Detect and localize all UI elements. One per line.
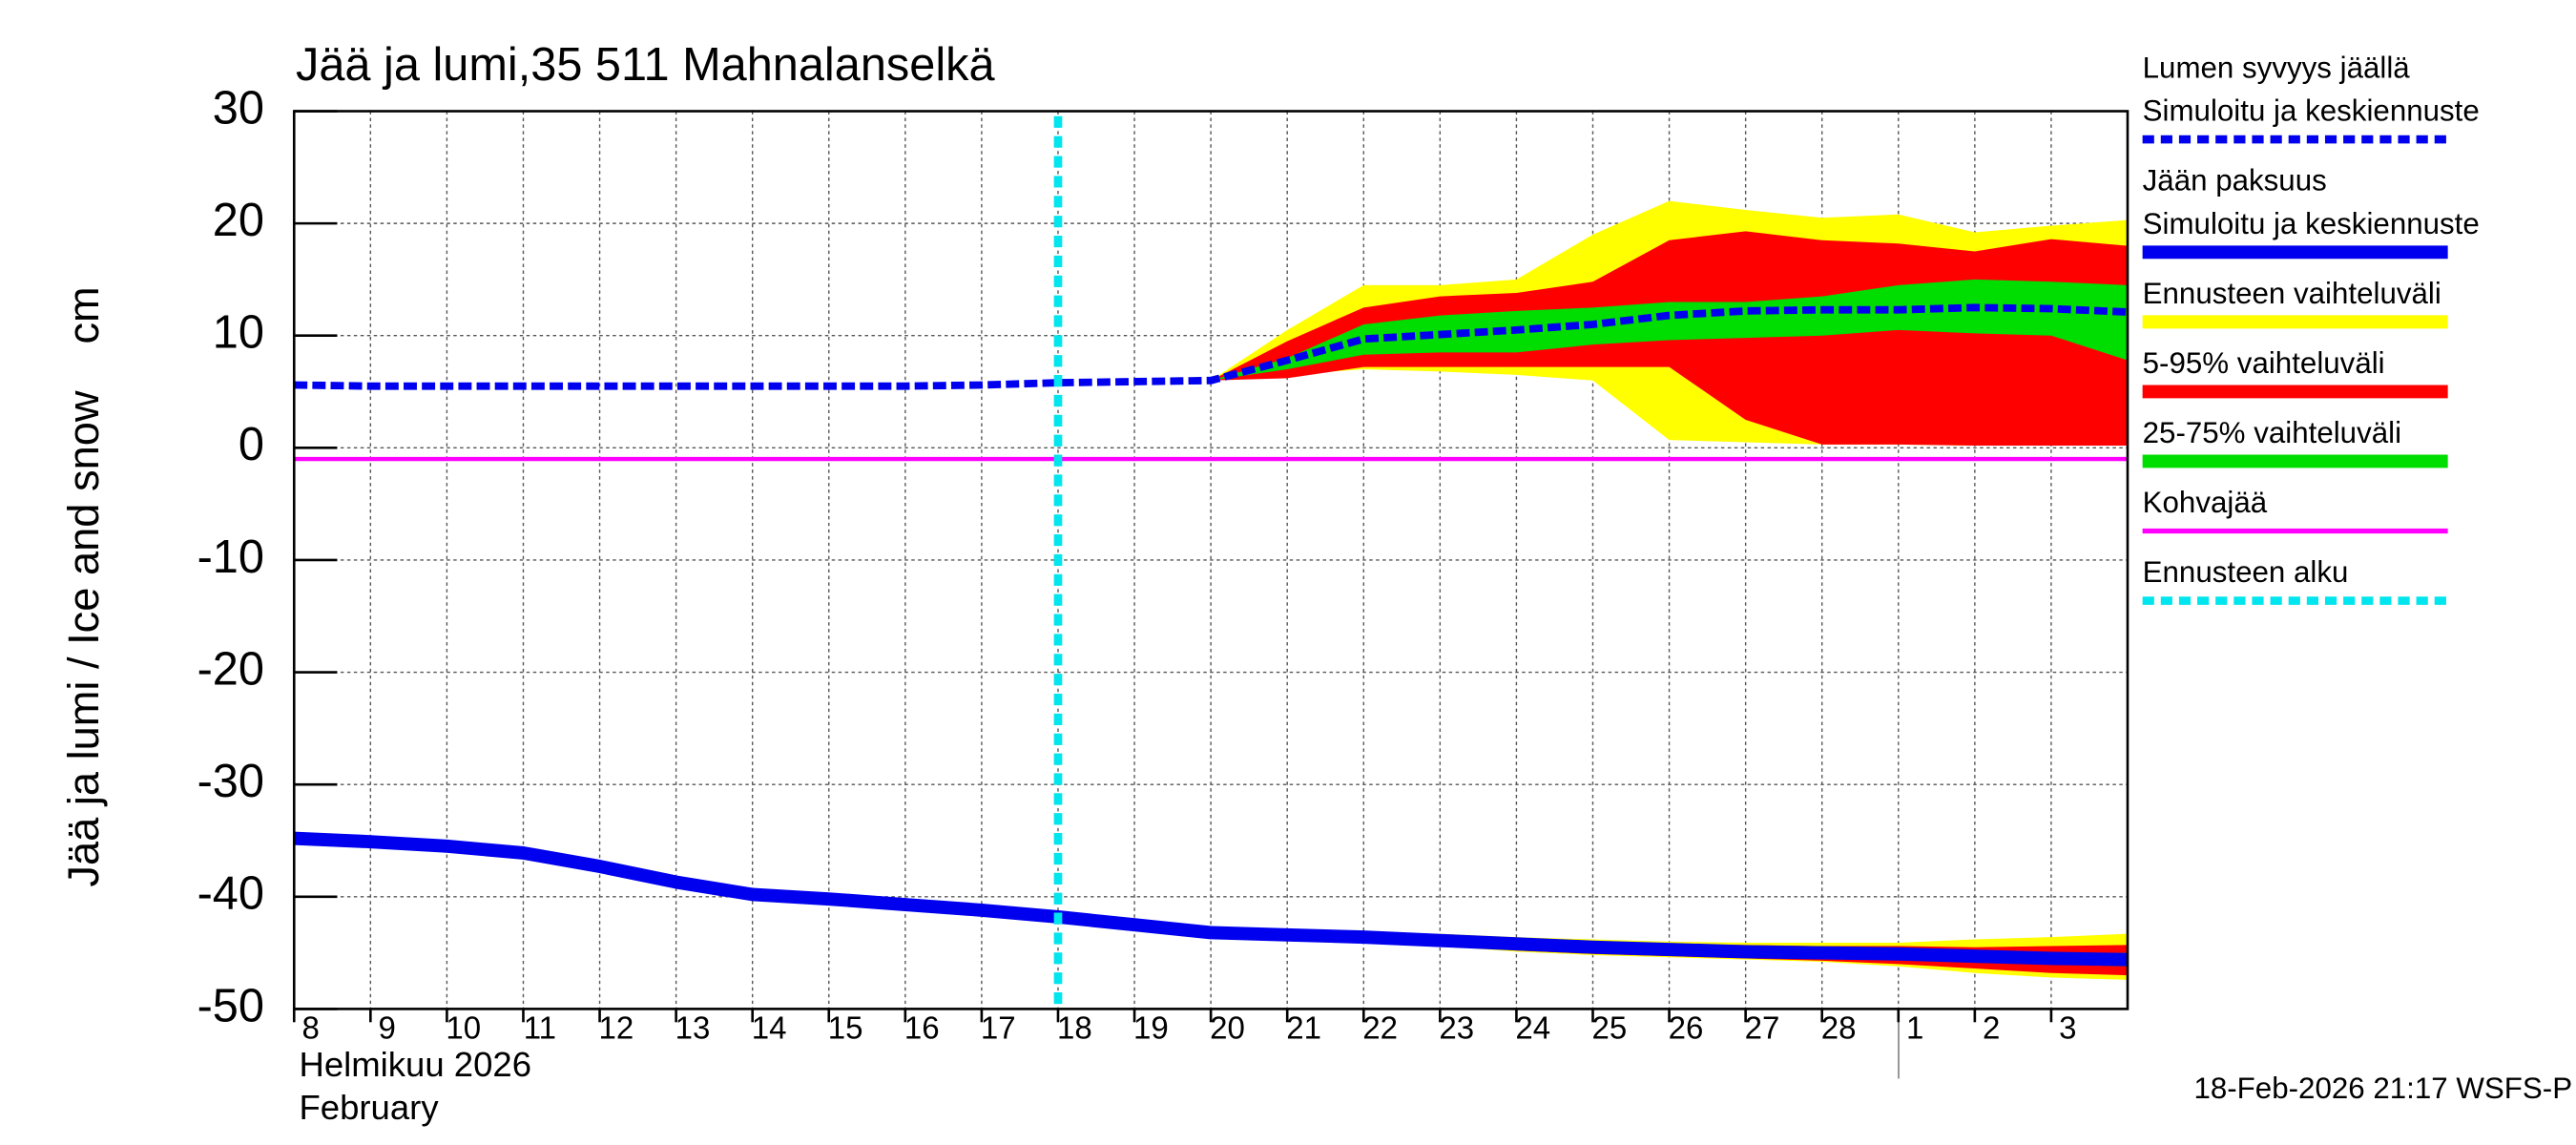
x-tick-label: 16 [904,1011,940,1047]
x-tick-label: 9 [379,1011,396,1047]
x-tick-label: 3 [2059,1011,2076,1047]
legend-label: Simuloitu ja keskiennuste [2143,207,2480,240]
footer: 18-Feb-2026 21:17 WSFS-P [2193,1072,2572,1105]
x-axis-label: February [299,1088,439,1127]
x-tick-label: 10 [446,1011,481,1047]
legend-label: Ennusteen alku [2143,555,2349,589]
plot-frame [292,110,2129,1010]
x-tick-label: 17 [981,1011,1016,1047]
x-axis-label: Helmikuu 2026 [299,1045,531,1084]
y-axis-unit: cm [59,286,108,344]
x-tick-label: 14 [752,1011,787,1047]
legend-label: Jään paksuus [2143,164,2327,198]
y-tick-label: -50 [197,980,264,1031]
legend-label: 25-75% vaihteluväli [2143,416,2401,449]
legend-label: Simuloitu ja keskiennuste [2143,94,2480,128]
y-tick-label: 30 [213,82,264,134]
x-tick-label: 19 [1133,1011,1169,1047]
y-tick-label: -30 [197,756,264,807]
x-tick-label: 15 [828,1011,863,1047]
chart-title: Jää ja lumi,35 511 Mahnalanselkä [296,39,995,91]
x-tick-label: 28 [1821,1011,1857,1047]
x-tick-label: 21 [1286,1011,1321,1047]
series-line [294,303,2129,390]
plot-area [293,115,2129,1010]
x-tick-label: 11 [524,1011,556,1047]
x-tick-label: 12 [599,1011,634,1047]
legend-label: Ennusteen vaihteluväli [2143,277,2441,310]
x-tick-label: 8 [301,1011,319,1047]
x-tick-label: 27 [1745,1011,1780,1047]
legend-label: 5-95% vaihteluväli [2143,346,2385,380]
x-tick-label: 18 [1057,1011,1092,1047]
x-tick-label: 2 [1983,1011,2000,1047]
legend-label: Kohvajää [2143,486,2268,519]
y-tick-label: -10 [197,531,264,583]
legend-label: Lumen syvyys jäällä [2143,51,2411,84]
x-tick-label: 1 [1906,1011,1923,1047]
x-tick-label: 13 [675,1011,711,1047]
y-tick-label: -40 [197,868,264,920]
y-axis-label: Jää ja lumi / Ice and snow [59,390,108,886]
x-tick-label: 24 [1515,1011,1550,1047]
x-tick-label: 20 [1210,1011,1245,1047]
x-tick-label: 23 [1439,1011,1474,1047]
x-tick-label: 22 [1362,1011,1398,1047]
band-area [1211,279,2128,381]
y-tick-label: 0 [239,419,264,470]
y-tick-label: 20 [213,195,264,246]
y-tick-label: -20 [197,643,264,695]
series-line [293,831,2129,967]
x-tick-label: 25 [1592,1011,1628,1047]
y-tick-label: 10 [213,307,264,359]
x-tick-label: 26 [1669,1011,1704,1047]
